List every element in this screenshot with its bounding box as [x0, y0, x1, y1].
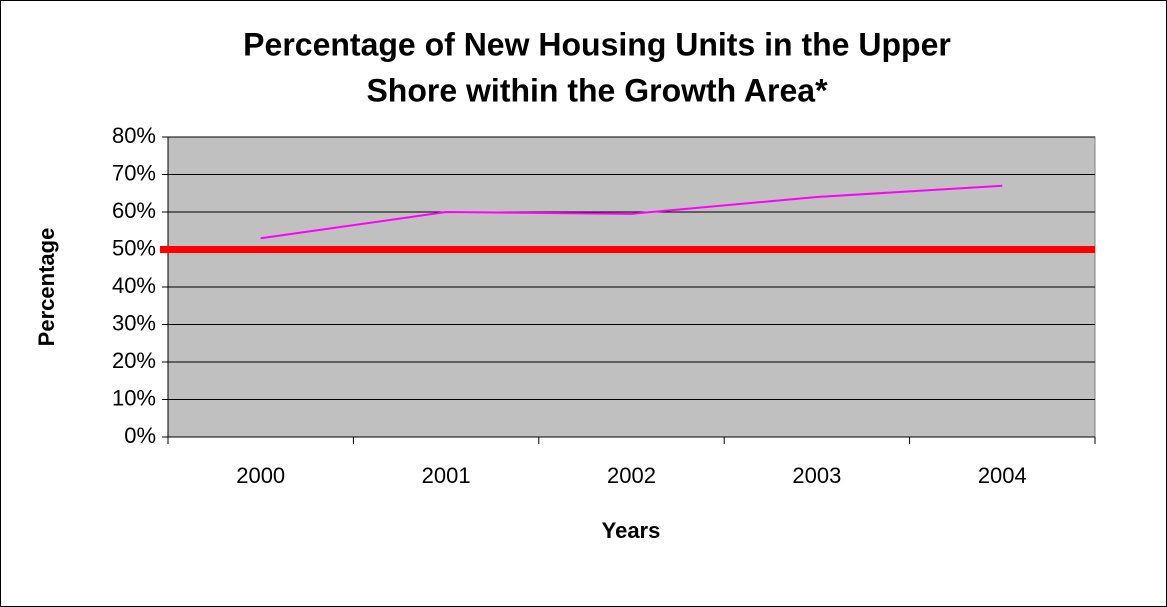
y-tick-label: 80%	[112, 123, 156, 148]
y-tick-label: 40%	[112, 273, 156, 298]
x-tick-label: 2001	[422, 463, 471, 488]
y-tick-label: 30%	[112, 310, 156, 335]
chart-title: Percentage of New Housing Units in the U…	[243, 26, 951, 62]
x-tick-label: 2002	[607, 463, 656, 488]
y-axis-title: Percentage	[34, 228, 59, 347]
y-tick-label: 60%	[112, 198, 156, 223]
x-axis-title: Years	[602, 518, 661, 543]
y-tick-label: 20%	[112, 348, 156, 373]
chart-title: Shore within the Growth Area*	[366, 72, 828, 108]
x-tick-label: 2004	[978, 463, 1027, 488]
y-tick-label: 50%	[112, 235, 156, 260]
x-tick-label: 2000	[236, 463, 285, 488]
data-line	[260, 184, 1003, 240]
y-tick-label: 70%	[112, 160, 156, 185]
y-tick-label: 0%	[124, 423, 156, 448]
x-tick-label: 2003	[792, 463, 841, 488]
y-tick-label: 10%	[112, 385, 156, 410]
